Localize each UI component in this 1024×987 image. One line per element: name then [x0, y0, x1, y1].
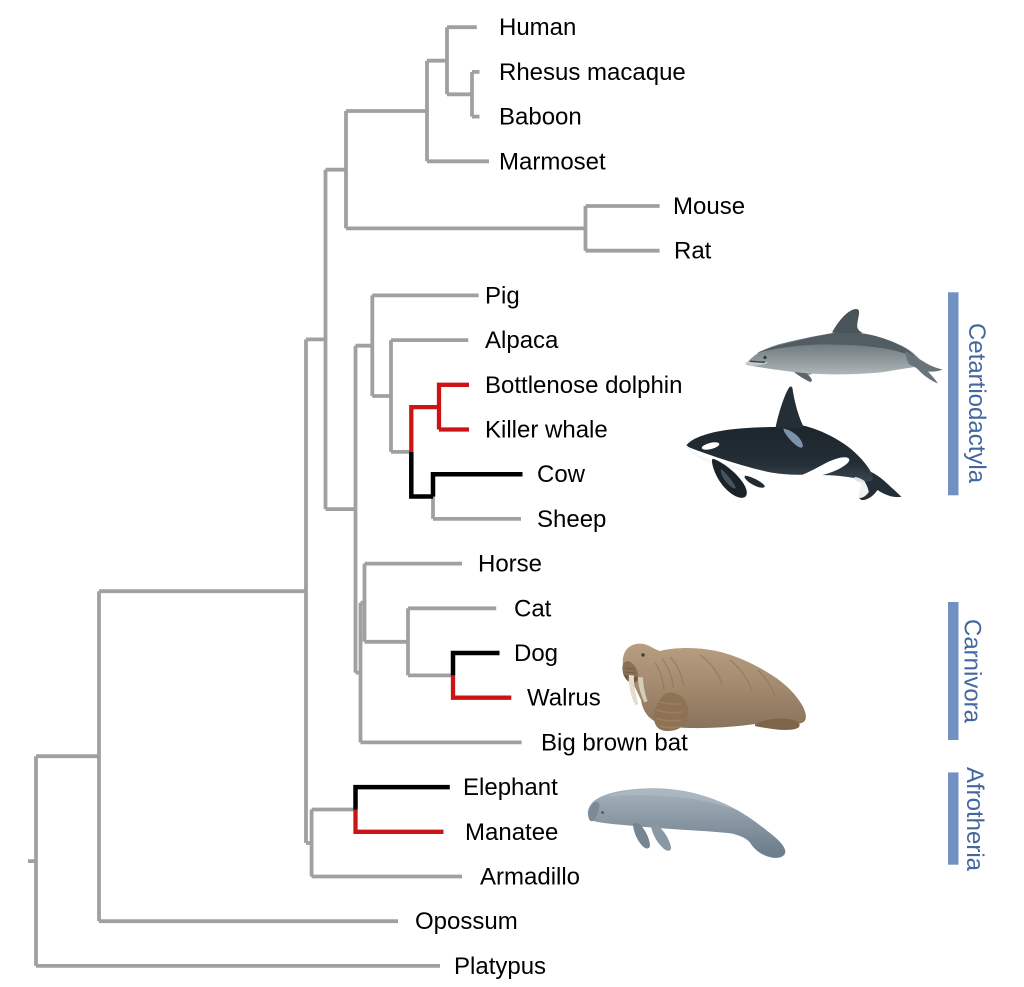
svg-text:Opossum: Opossum	[415, 908, 518, 935]
svg-text:Dog: Dog	[514, 640, 558, 667]
svg-text:Big brown bat: Big brown bat	[541, 729, 688, 756]
svg-text:Bottlenose dolphin: Bottlenose dolphin	[485, 372, 682, 399]
svg-text:Walrus: Walrus	[527, 685, 601, 712]
svg-text:Cetartiodactyla: Cetartiodactyla	[963, 323, 990, 484]
svg-text:Mouse: Mouse	[673, 193, 745, 220]
svg-text:Armadillo: Armadillo	[480, 864, 580, 891]
svg-text:Elephant: Elephant	[463, 774, 558, 801]
svg-text:Alpaca: Alpaca	[485, 327, 559, 354]
svg-text:Marmoset: Marmoset	[499, 148, 606, 175]
svg-text:Platypus: Platypus	[454, 953, 546, 980]
svg-text:Manatee: Manatee	[465, 819, 558, 846]
svg-text:Killer whale: Killer whale	[485, 417, 608, 444]
svg-text:Afrotheria: Afrotheria	[961, 767, 988, 872]
svg-text:Rhesus macaque: Rhesus macaque	[499, 59, 686, 86]
svg-text:Cow: Cow	[537, 461, 586, 488]
svg-text:Human: Human	[499, 14, 576, 41]
svg-text:Baboon: Baboon	[499, 104, 582, 131]
svg-text:Sheep: Sheep	[537, 506, 606, 533]
svg-text:Carnivora: Carnivora	[959, 619, 986, 724]
svg-text:Rat: Rat	[674, 238, 712, 265]
svg-text:Cat: Cat	[514, 595, 552, 622]
svg-text:Horse: Horse	[478, 551, 542, 578]
svg-text:Pig: Pig	[485, 282, 520, 309]
